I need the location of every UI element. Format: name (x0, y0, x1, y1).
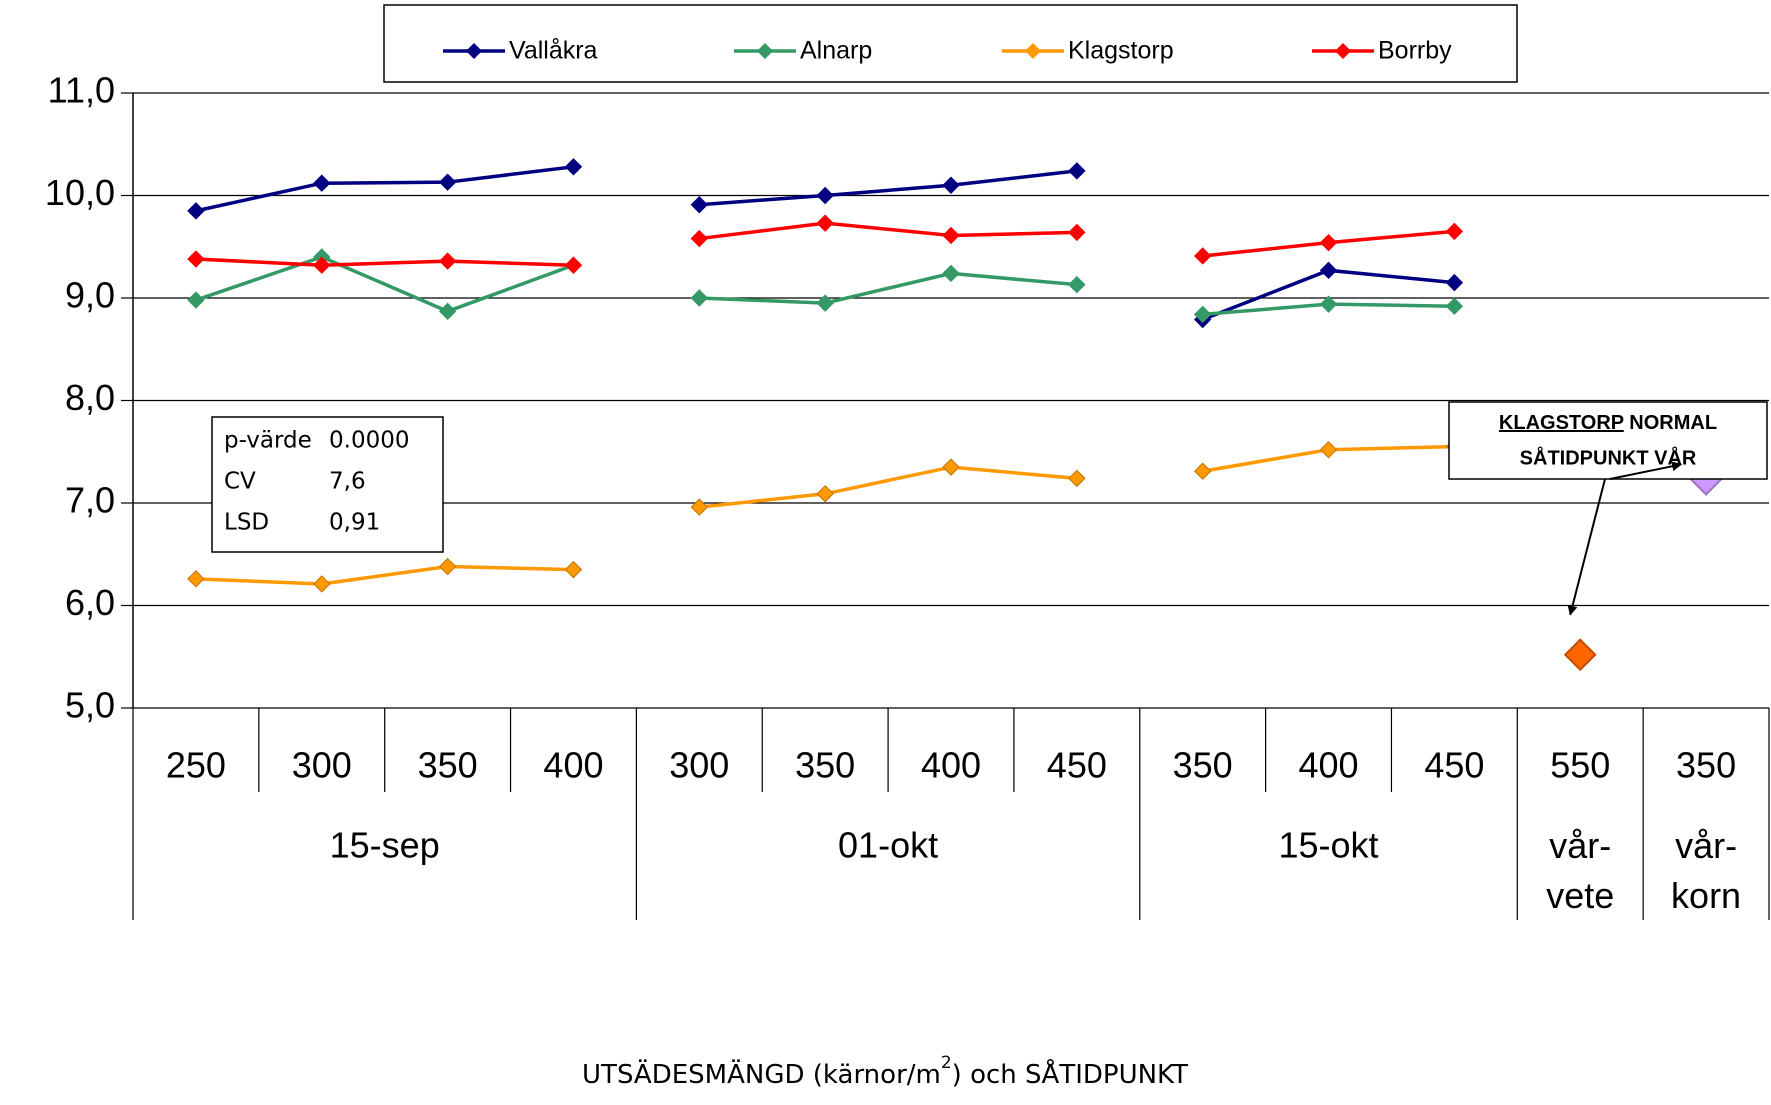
data-point (438, 252, 457, 270)
data-point (1319, 295, 1338, 313)
data-point (690, 289, 709, 307)
data-point (187, 570, 205, 588)
data-point (187, 250, 205, 268)
group-label: vår-korn (1671, 825, 1741, 916)
group-label: 15-okt (1279, 825, 1379, 866)
x-title-part: UTSÄDESMÄNGD (kärnor/m (582, 1058, 941, 1090)
group-label: vår-vete (1546, 825, 1614, 916)
data-point (1068, 162, 1086, 180)
x-title-part: 2 (941, 1053, 952, 1073)
annotation-part: NORMAL (1624, 412, 1717, 434)
data-point (313, 256, 331, 274)
x-tick-label: 350 (1676, 745, 1736, 786)
data-point (942, 176, 960, 194)
legend-marker (1335, 43, 1351, 59)
data-point (438, 557, 457, 576)
data-point (313, 575, 331, 593)
data-point (816, 186, 834, 205)
data-point (1445, 297, 1464, 315)
legend-label: Klagstorp (1068, 37, 1174, 65)
data-point (1193, 247, 1212, 265)
data-point (1319, 261, 1338, 280)
data-point (690, 229, 709, 248)
x-tick-label: 400 (921, 745, 981, 786)
legend-label: Alnarp (800, 37, 872, 65)
annotation-part: KLAGSTORP (1499, 412, 1624, 434)
highlight-point (1563, 638, 1597, 672)
x-tick-label: 450 (1047, 745, 1107, 786)
x-tick-label: 450 (1424, 745, 1484, 786)
data-point (187, 291, 205, 309)
legend-box (383, 4, 1518, 83)
x-tick-label: 350 (1173, 745, 1233, 786)
data-point (942, 458, 960, 476)
data-point (942, 226, 960, 245)
data-point (690, 196, 709, 214)
data-point (1193, 305, 1212, 324)
data-point (438, 173, 457, 191)
stats-value: 0,91 (329, 510, 380, 536)
annotation-arrow (1609, 461, 1683, 480)
data-point (564, 560, 583, 579)
stats-label: LSD (224, 510, 269, 536)
y-tick-label: 10,0 (45, 172, 115, 213)
x-tick-label: 350 (795, 745, 855, 786)
y-tick-label: 8,0 (65, 377, 115, 418)
y-tick-label: 5,0 (65, 685, 115, 726)
stats-label: CV (224, 469, 256, 495)
annotation-text: KLAGSTORP NORMAL (1499, 412, 1717, 434)
stats-box (211, 416, 444, 553)
data-point (1319, 440, 1338, 459)
x-tick-label: 550 (1550, 745, 1610, 786)
y-tick-label: 6,0 (65, 582, 115, 623)
data-point (942, 264, 960, 283)
data-point (1068, 469, 1086, 488)
data-point (1193, 462, 1212, 480)
data-point (1319, 233, 1338, 252)
group-label: 15-sep (330, 825, 440, 866)
legend-marker (757, 43, 773, 59)
data-point (564, 158, 583, 176)
y-tick-label: 7,0 (65, 480, 115, 521)
x-tick-label: 350 (418, 745, 478, 786)
x-title-part: ) och SÅTIDPUNKT (952, 1058, 1188, 1090)
data-point (1445, 273, 1464, 292)
annotation-box (1448, 401, 1768, 480)
data-point (1445, 222, 1464, 241)
stats-label: p-värde (224, 428, 312, 454)
legend-marker (466, 43, 482, 59)
x-tick-label: 400 (1298, 745, 1358, 786)
data-point (313, 174, 331, 192)
legend-label: Vallåkra (509, 37, 598, 65)
data-point (1068, 275, 1086, 294)
x-axis-title: UTSÄDESMÄNGD (kärnor/m2) och SÅTIDPUNKT (582, 1053, 1188, 1090)
stats-value: 7,6 (329, 469, 366, 495)
x-tick-label: 300 (669, 745, 729, 786)
data-point (187, 202, 205, 220)
annotation-arrow (1567, 478, 1606, 616)
data-point (1068, 223, 1086, 242)
stats-value: 0.0000 (329, 428, 409, 454)
annotation-text: SÅTIDPUNKT VÅR (1520, 445, 1697, 469)
y-tick-label: 11,0 (48, 70, 115, 111)
group-label: 01-okt (838, 825, 938, 866)
data-point (816, 214, 834, 232)
data-point (438, 302, 457, 321)
data-point (564, 256, 583, 274)
data-point (690, 498, 709, 516)
legend-label: Borrby (1378, 37, 1452, 65)
x-tick-label: 300 (292, 745, 352, 786)
y-tick-label: 9,0 (65, 275, 115, 316)
x-tick-label: 400 (543, 745, 603, 786)
data-point (816, 294, 834, 312)
legend-marker (1025, 43, 1041, 59)
data-point (816, 485, 834, 503)
x-tick-label: 250 (166, 745, 226, 786)
